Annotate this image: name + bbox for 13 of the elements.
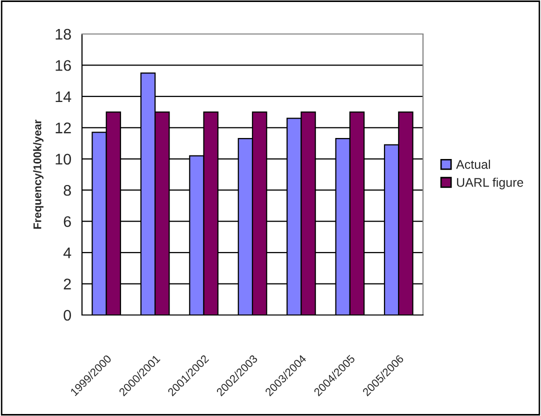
y-tick-label: 6 — [64, 216, 71, 228]
y-tick-label: 8 — [64, 184, 71, 196]
y-tick-label: 10 — [56, 154, 71, 165]
y-tick-label: 14 — [56, 91, 72, 102]
y-tick-label: 18 — [56, 28, 71, 40]
legend-label: UARL figure — [457, 178, 524, 190]
y-tick-label: 12 — [56, 122, 71, 134]
y-axis-title: Frequency/100k/year — [33, 120, 44, 229]
y-tick-label: 16 — [56, 60, 71, 71]
y-tick-label: 0 — [64, 310, 71, 321]
legend-label: Actual — [456, 160, 490, 169]
y-tick-label: 4 — [63, 248, 72, 258]
y-tick-label: 2 — [64, 278, 71, 290]
